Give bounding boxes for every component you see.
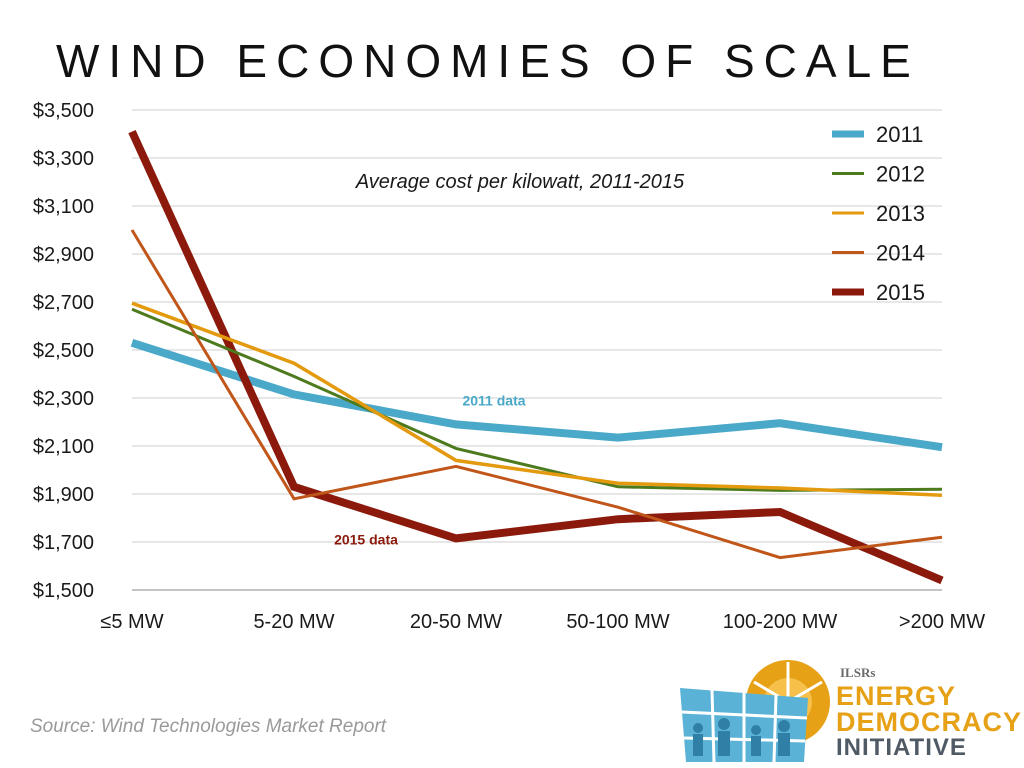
y-tick-label: $2,700 xyxy=(33,292,94,314)
legend-label-2013: 2013 xyxy=(876,201,925,226)
energy-democracy-logo xyxy=(680,660,830,763)
logo-line-initiative: INITIATIVE xyxy=(836,734,967,761)
y-tick-label: $2,500 xyxy=(33,340,94,362)
legend-label-2014: 2014 xyxy=(876,241,925,266)
y-tick-label: $3,100 xyxy=(33,196,94,218)
logo-org-label: ILSRs xyxy=(840,665,876,680)
series-line-2014 xyxy=(130,229,943,560)
x-tick-label: >200 MW xyxy=(899,611,985,633)
y-tick-label: $1,500 xyxy=(33,580,94,602)
y-tick-label: $1,900 xyxy=(33,484,94,506)
x-tick-label: 50-100 MW xyxy=(566,611,669,633)
annotation-label: 2015 data xyxy=(334,532,398,548)
legend-label-2012: 2012 xyxy=(876,162,925,187)
legend-label-2015: 2015 xyxy=(876,280,925,305)
y-tick-label: $1,700 xyxy=(33,532,94,554)
x-tick-label: 5-20 MW xyxy=(253,611,334,633)
y-tick-label: $3,300 xyxy=(33,148,94,170)
series-line-2013 xyxy=(131,301,943,497)
annotation-label: 2011 data xyxy=(462,392,525,408)
y-tick-label: $2,900 xyxy=(33,244,94,266)
x-tick-label: 20-50 MW xyxy=(410,611,502,633)
chart-title: Average cost per kilowatt, 2011-2015 xyxy=(355,171,685,193)
logo-line-democracy: DEMOCRACY xyxy=(836,707,1023,737)
slide-title: WIND ECONOMIES OF SCALE xyxy=(56,35,920,87)
series-line-2011 xyxy=(130,338,943,452)
solar-panel-icon xyxy=(680,688,808,763)
legend-label-2011: 2011 xyxy=(876,122,923,147)
x-tick-label: ≤5 MW xyxy=(100,611,163,633)
y-tick-label: $2,300 xyxy=(33,388,94,410)
y-tick-label: $3,500 xyxy=(33,100,94,122)
series-line-2015 xyxy=(128,129,944,585)
x-tick-label: 100-200 MW xyxy=(723,611,838,633)
y-tick-label: $2,100 xyxy=(33,436,94,458)
source-note: Source: Wind Technologies Market Report xyxy=(30,716,387,737)
logo-line-energy: ENERGY xyxy=(836,681,957,711)
